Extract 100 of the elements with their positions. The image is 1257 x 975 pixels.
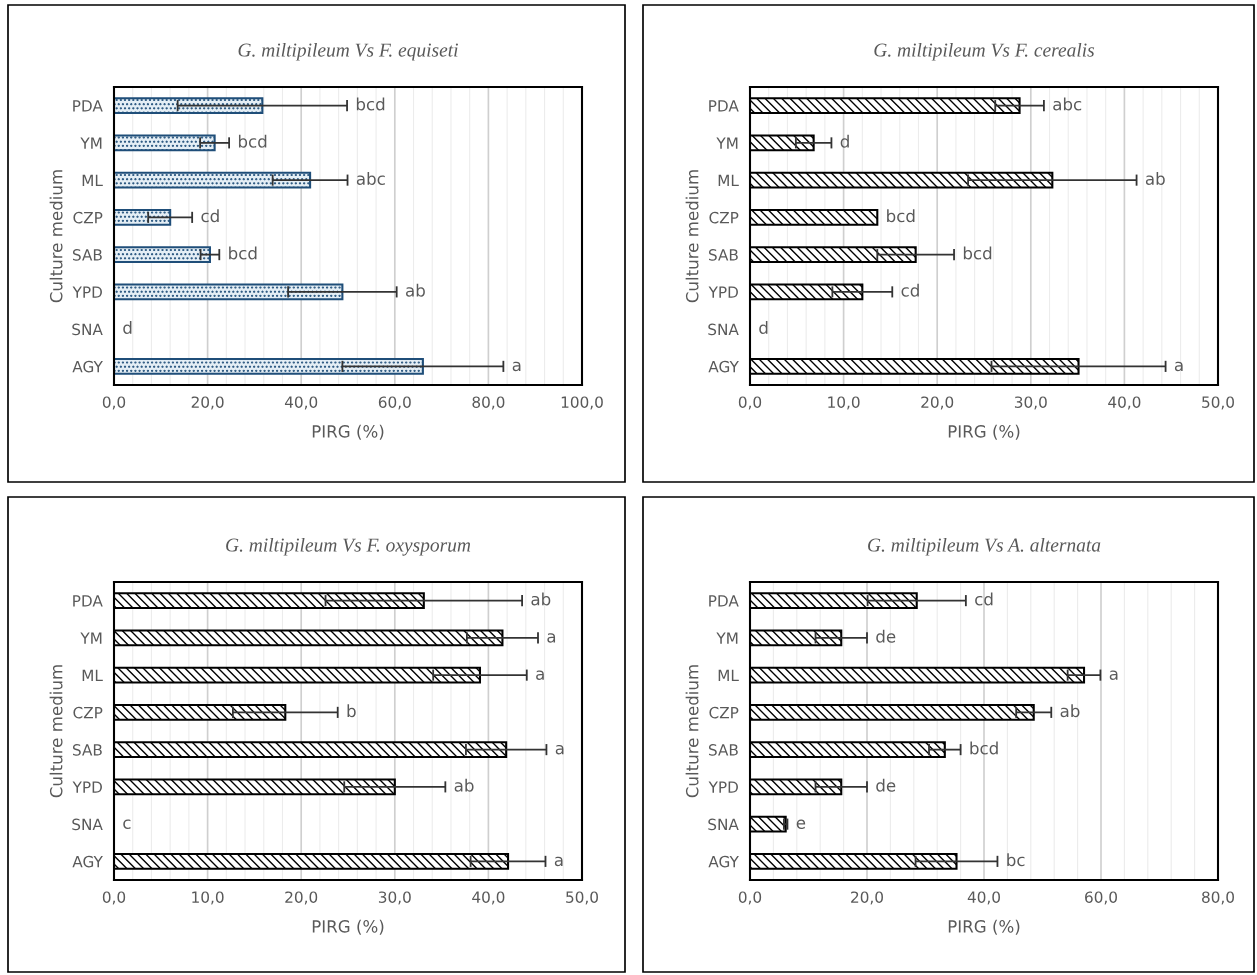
annotation: a (554, 856, 563, 867)
y-tick-label: AGY (72, 360, 103, 373)
x-tick-label: 30,0 (378, 891, 411, 905)
x-tick-label: 40,0 (284, 396, 318, 410)
annotation: b (347, 704, 356, 718)
annotation: bcd (229, 246, 257, 260)
x-axis-title: PIRG (%) (948, 424, 1020, 440)
annotation: ab (1145, 172, 1165, 185)
annotation: bcd (963, 246, 992, 260)
x-tick-label: 10,0 (828, 396, 860, 410)
y-tick-label: YPD (72, 286, 102, 298)
y-tick-label: ML (82, 669, 103, 681)
x-axis-title: PIRG (%) (312, 424, 384, 440)
y-tick-label: ML (718, 669, 739, 681)
annotation: d (840, 134, 849, 148)
annotation: bc (1007, 853, 1025, 867)
annotation: a (547, 633, 556, 643)
y-axis-title: Culture medium (685, 665, 699, 798)
x-tick-label: 80,0 (472, 396, 505, 410)
y-tick-label: SNA (708, 323, 739, 336)
annotation: abc (1053, 97, 1082, 111)
annotation: bcd (356, 97, 385, 111)
y-tick-label: SAB (708, 249, 738, 261)
annotation: ab (531, 592, 551, 606)
annotation: d (759, 321, 768, 334)
x-tick-label: 80,0 (1202, 891, 1234, 905)
y-tick-label: PDA (73, 595, 103, 607)
y-tick-label: CZP (73, 706, 103, 719)
bar (114, 134, 216, 152)
y-tick-label: SAB (72, 249, 102, 261)
chart-title: G. miltipileum Vs F. oxysporum (226, 537, 471, 556)
y-tick-label: CZP (73, 211, 103, 224)
x-tick-label: 60,0 (378, 396, 411, 410)
x-tick-label: 100,0 (561, 396, 603, 410)
x-tick-label: 0,0 (738, 396, 762, 410)
annotation: abc (356, 172, 385, 185)
bar (114, 246, 211, 264)
x-tick-label: 20,0 (851, 891, 883, 905)
annotation: bcd (887, 209, 915, 223)
y-tick-label: SNA (72, 818, 103, 831)
y-tick-label: YM (80, 137, 102, 149)
y-tick-label: SNA (708, 818, 739, 831)
annotation: ab (454, 778, 474, 792)
annotation: a (512, 361, 521, 372)
x-tick-label: 30,0 (1014, 396, 1047, 410)
x-tick-label: 20,0 (285, 891, 318, 905)
annotation: a (1109, 670, 1118, 680)
bar (114, 208, 172, 226)
annotation: a (1174, 361, 1183, 372)
x-axis-title: PIRG (%) (948, 919, 1020, 935)
y-tick-label: AGY (708, 855, 739, 868)
annotation: ab (1060, 704, 1080, 718)
y-tick-label: ML (82, 174, 103, 186)
y-tick-label: SAB (72, 744, 102, 756)
bar (114, 97, 264, 115)
y-tick-label: AGY (708, 360, 739, 373)
x-tick-label: 50,0 (1202, 396, 1234, 410)
annotation: cd (975, 592, 993, 606)
annotation: bcd (970, 741, 998, 755)
y-tick-label: PDA (73, 100, 103, 112)
annotation: cd (201, 209, 219, 223)
annotation: a (555, 744, 564, 755)
x-tick-label: 40,0 (967, 891, 1000, 905)
bar (114, 357, 424, 375)
x-tick-label: 0,0 (102, 396, 126, 410)
y-tick-label: YM (716, 632, 738, 644)
annotation: de (876, 629, 896, 643)
annotation: de (876, 778, 896, 792)
chart-title: G. miltipileum Vs F. equiseti (238, 42, 458, 61)
y-tick-label: PDA (709, 595, 739, 607)
y-tick-label: YM (80, 632, 102, 644)
chart-title: G. miltipileum Vs A. alternata (868, 537, 1101, 556)
y-tick-label: CZP (709, 706, 739, 719)
y-tick-label: YM (716, 137, 738, 149)
x-axis-title: PIRG (%) (312, 919, 384, 935)
x-tick-label: 0,0 (738, 891, 762, 905)
annotation: d (123, 321, 132, 334)
annotation: c (123, 819, 131, 829)
y-axis-title: Culture medium (685, 170, 699, 303)
y-tick-label: AGY (72, 855, 103, 868)
y-tick-label: YPD (72, 781, 102, 793)
x-tick-label: 40,0 (472, 891, 505, 905)
y-tick-label: YPD (708, 286, 738, 298)
x-tick-label: 60,0 (1085, 891, 1117, 905)
x-tick-label: 20,0 (921, 396, 954, 410)
annotation: cd (901, 283, 919, 297)
annotation: e (796, 819, 806, 829)
x-tick-label: 40,0 (1108, 396, 1141, 410)
bar (114, 171, 312, 189)
x-tick-label: 10,0 (192, 891, 224, 905)
y-axis-title: Culture medium (49, 665, 63, 798)
y-tick-label: SNA (72, 323, 103, 336)
x-tick-label: 0,0 (102, 891, 126, 905)
annotation: ab (406, 283, 425, 297)
annotation: bcd (238, 134, 267, 148)
y-tick-label: ML (718, 174, 739, 186)
y-tick-label: CZP (709, 211, 739, 224)
chart-title: G. miltipileum Vs F. cerealis (874, 42, 1095, 61)
y-tick-label: SAB (708, 744, 738, 756)
annotation: a (536, 670, 544, 680)
